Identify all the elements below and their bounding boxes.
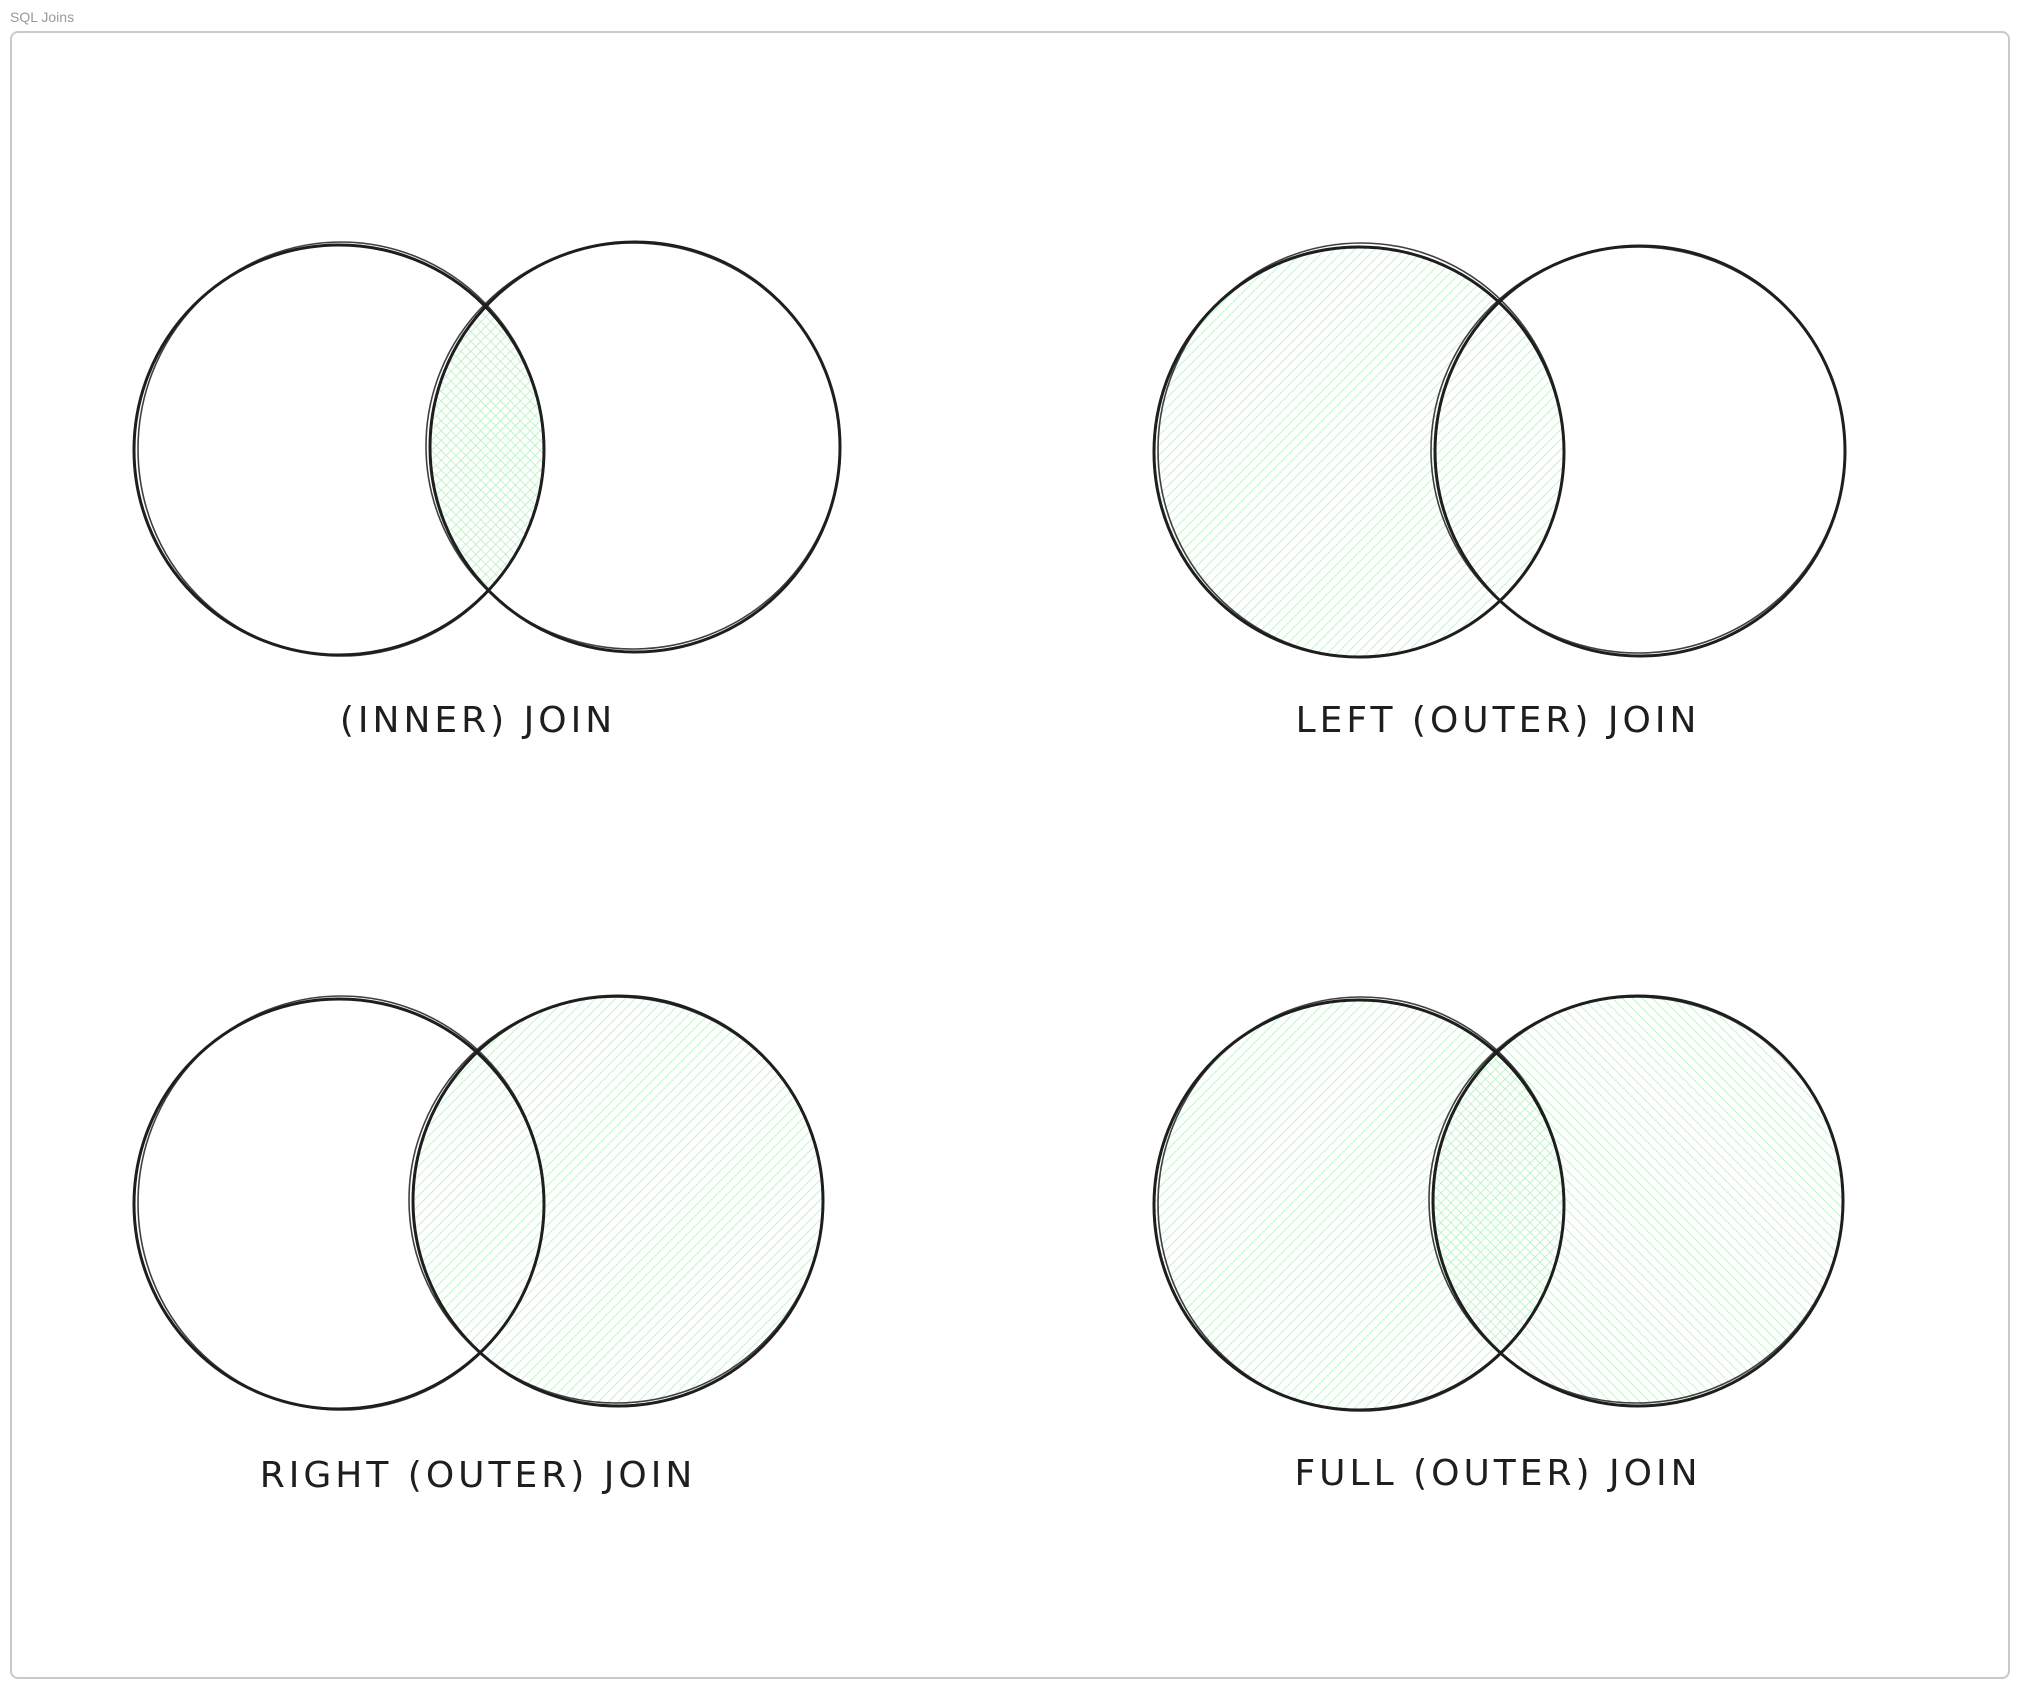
venn-full-join[interactable]: FULL (OUTER) JOIN xyxy=(1152,994,1845,1494)
right-join-right-circle-sketch xyxy=(408,996,824,1404)
right-join-label: RIGHT (OUTER) JOIN xyxy=(260,1455,697,1496)
canvas-frame[interactable] xyxy=(10,31,2010,1679)
venn-left-join[interactable]: LEFT (OUTER) JOIN xyxy=(1152,242,1847,741)
inner-join-label: (INNER) JOIN xyxy=(340,700,616,741)
inner-right-circle-sketch xyxy=(425,242,841,650)
left-join-label: LEFT (OUTER) JOIN xyxy=(1296,700,1701,741)
full-join-label: FULL (OUTER) JOIN xyxy=(1294,1453,1701,1494)
venn-right-join[interactable]: RIGHT (OUTER) JOIN xyxy=(132,994,825,1496)
venn-inner-join[interactable]: (INNER) JOIN xyxy=(132,240,842,741)
left-join-left-circle-sketch xyxy=(1157,242,1565,658)
full-join-right-circle-sketch xyxy=(1428,996,1844,1404)
right-join-left-circle-sketch xyxy=(137,995,545,1411)
full-join-left-circle-sketch xyxy=(1157,996,1565,1412)
inner-left-circle-sketch xyxy=(137,241,545,657)
frame-title: SQL Joins xyxy=(10,9,75,25)
left-join-right-circle-sketch xyxy=(1430,246,1846,654)
